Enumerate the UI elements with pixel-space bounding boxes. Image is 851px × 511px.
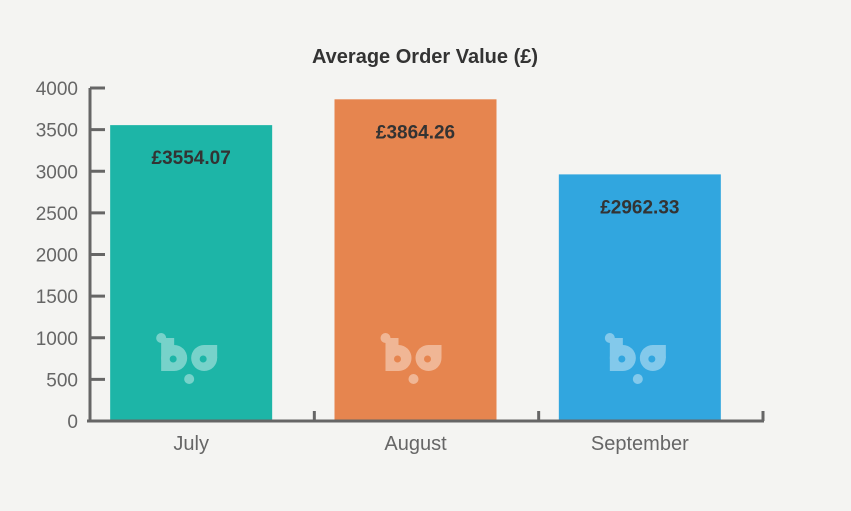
bar-august <box>334 99 497 421</box>
bp-logo-icon <box>156 333 218 384</box>
x-tick-label-august: August <box>384 433 447 455</box>
bp-logo-icon <box>604 333 666 384</box>
x-tick-label-september: September <box>591 433 689 455</box>
y-tick-label-2500: 2500 <box>36 204 78 225</box>
y-tick-label-3000: 3000 <box>36 162 78 183</box>
y-tick-label-1000: 1000 <box>36 329 78 350</box>
data-label-september: £2962.33 <box>600 197 679 218</box>
axis-layer <box>87 86 765 423</box>
bar-july <box>110 125 273 422</box>
y-tick-label-0: 0 <box>67 412 78 433</box>
data-label-july: £3554.07 <box>152 148 231 169</box>
bar-september <box>558 174 721 421</box>
x-tick-label-july: July <box>173 433 209 455</box>
data-label-august: £3864.26 <box>376 122 455 143</box>
y-tick-label-4000: 4000 <box>36 79 78 100</box>
bars-layer <box>110 99 721 422</box>
y-tick-label-3500: 3500 <box>36 121 78 142</box>
bp-logo-icon <box>380 333 442 384</box>
chart-title: Average Order Value (£) <box>312 46 538 68</box>
labels-layer: £3554.07 July £3864.26 August £2962.33 Septem… <box>36 79 689 455</box>
y-tick-label-500: 500 <box>46 370 78 391</box>
y-tick-label-2000: 2000 <box>36 246 78 267</box>
y-tick-label-1500: 1500 <box>36 287 78 308</box>
